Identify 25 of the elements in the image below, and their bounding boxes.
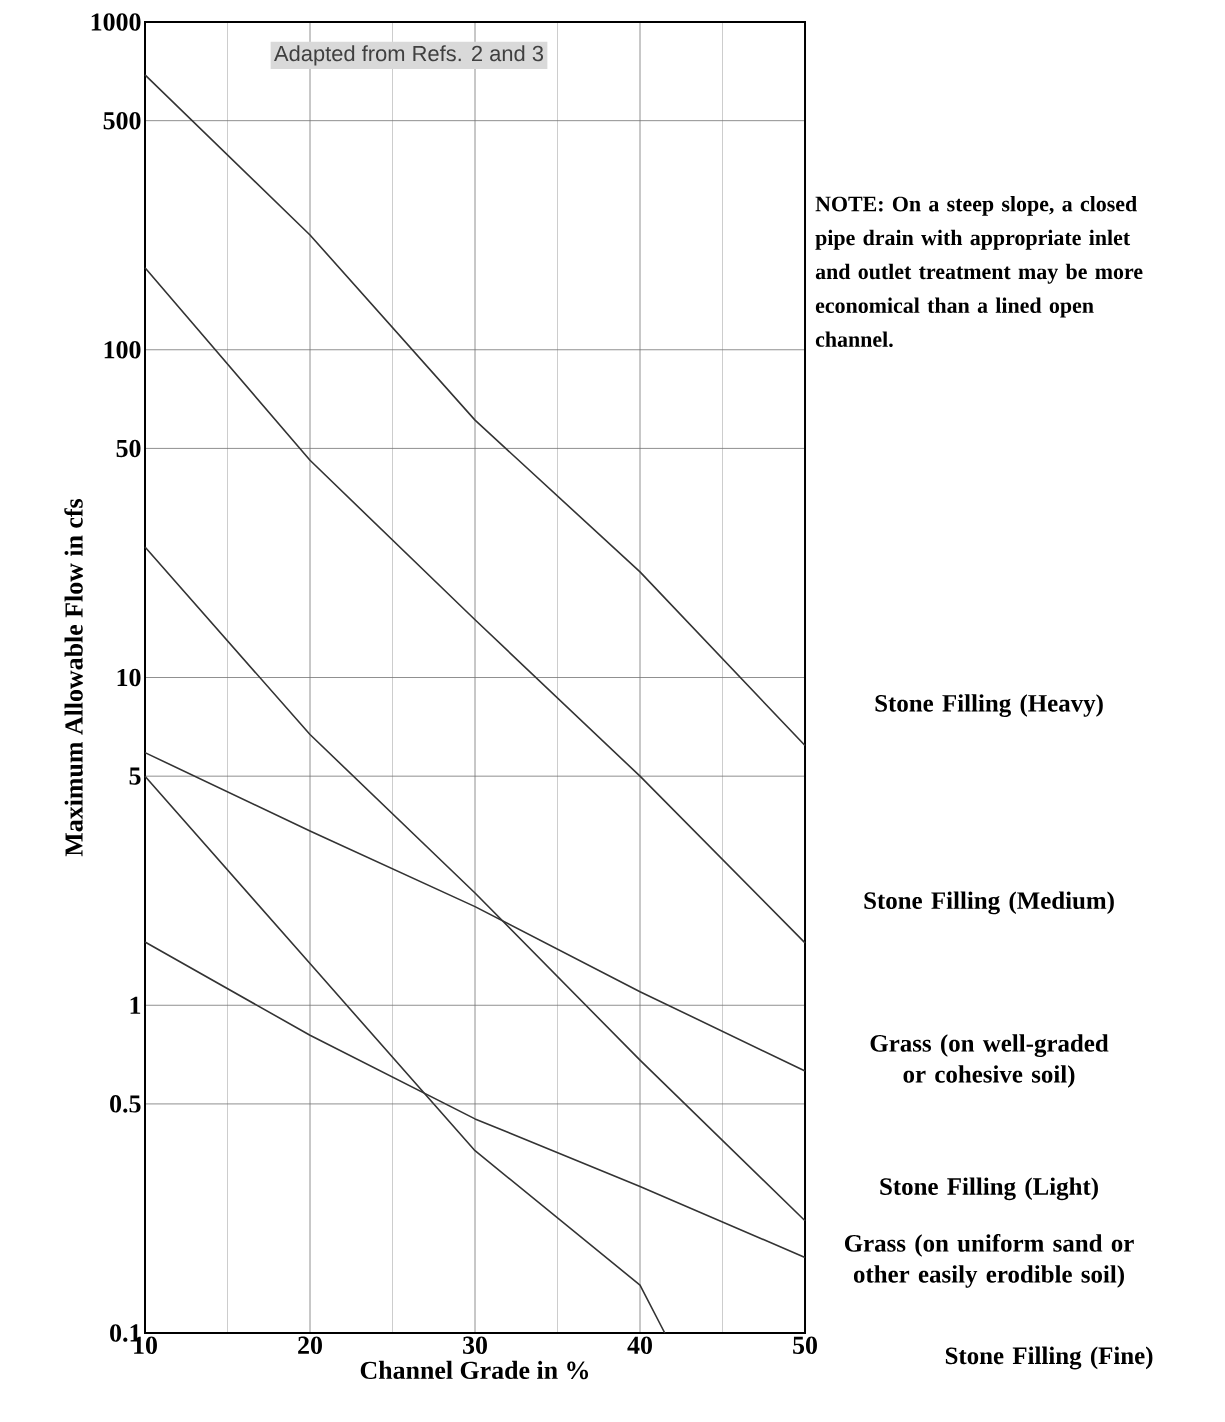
- y-tick-label: 1: [130, 996, 141, 1014]
- x-tick-label: 50: [793, 1336, 818, 1354]
- y-tick-label: 50: [116, 439, 141, 458]
- text: NOTE: On a steep slope, a closed pipe drain with appropriate inlet and outlet treatment may be more economical than a lined open channel.: [815, 195, 1143, 347]
- annotation: Adapted from Refs. 2 and 3: [274, 45, 544, 66]
- y-tick-label: 500: [103, 111, 141, 130]
- y-tick-label: 5: [129, 767, 141, 785]
- x-axis-title: Channel Grade in %: [360, 1360, 589, 1380]
- y-tick-label: 10: [117, 668, 141, 687]
- text: Stone Filling (Medium): [864, 891, 1114, 915]
- x-tick-label: 30: [463, 1336, 488, 1354]
- y-tick-label: 0.5: [110, 1095, 141, 1113]
- text: Stone Filling (Light): [880, 1177, 1099, 1201]
- y-axis-title: Maximum Allowable Flow in cfs: [64, 498, 83, 857]
- series-label: Grass (on uniform sand or other easily erodible soil): [845, 1234, 1134, 1288]
- x-tick-label: 40: [627, 1336, 653, 1354]
- text: Stone Filling (Fine): [945, 1346, 1153, 1370]
- text: Grass (on well-graded or cohesive soil): [870, 1034, 1109, 1088]
- text: Stone Filling (Heavy): [875, 694, 1103, 717]
- y-tick-label: 100: [104, 341, 141, 359]
- x-tick-label: 20: [298, 1336, 323, 1354]
- y-tick-label: 1000: [91, 13, 141, 31]
- line-series: [144, 74, 806, 747]
- line-series: [144, 266, 806, 944]
- line-series: [144, 546, 806, 1222]
